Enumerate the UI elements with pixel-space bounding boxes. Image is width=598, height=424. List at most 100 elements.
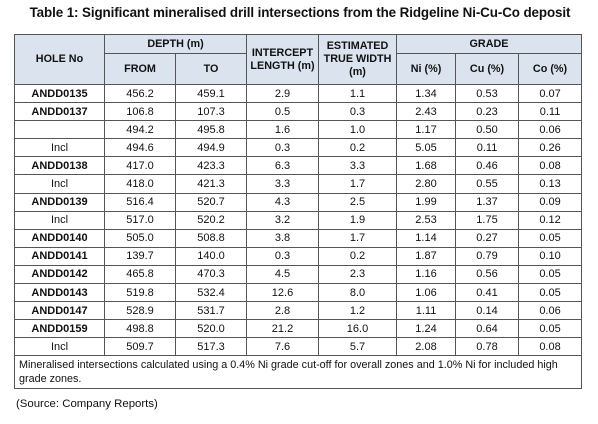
table-body: ANDD0135 456.2 459.1 2.9 1.1 1.34 0.53 0.07 ANDD… bbox=[14, 83, 583, 357]
table-row: Incl 517.0 520.2 3.2 1.9 2.53 1.75 0.12 bbox=[14, 210, 583, 230]
cell-from: 465.8 bbox=[104, 264, 176, 285]
header-intercept-length: INTERCEPT LENGTH (m) bbox=[246, 34, 320, 85]
cell-cu: 0.27 bbox=[455, 228, 520, 248]
source-caption: (Source: Company Reports) bbox=[16, 398, 158, 410]
cell-to: 423.3 bbox=[174, 156, 248, 176]
cell-length: 12.6 bbox=[246, 283, 320, 303]
cell-length: 6.3 bbox=[246, 156, 320, 176]
cell-length: 3.2 bbox=[246, 210, 320, 230]
cell-ni: 1.87 bbox=[396, 246, 457, 266]
cell-to: 107.3 bbox=[174, 102, 248, 122]
cell-co: 0.08 bbox=[518, 156, 583, 176]
cell-hole: ANDD0137 bbox=[14, 102, 105, 122]
table-row: ANDD0142 465.8 470.3 4.5 2.3 1.16 0.56 0.05 bbox=[14, 264, 583, 285]
cell-hole: ANDD0135 bbox=[14, 83, 105, 104]
cell-ni: 1.06 bbox=[396, 283, 457, 303]
cell-ni: 2.53 bbox=[396, 210, 457, 230]
cell-width: 1.2 bbox=[318, 301, 398, 321]
cell-co: 0.06 bbox=[518, 120, 583, 140]
table-note: Mineralised intersections calculated usi… bbox=[13, 355, 583, 390]
cell-hole: ANDD0140 bbox=[14, 228, 105, 248]
table-row: ANDD0141 139.7 140.0 0.3 0.2 1.87 0.79 0.10 bbox=[14, 246, 583, 266]
cell-cu: 0.11 bbox=[455, 138, 520, 158]
cell-co: 0.11 bbox=[518, 102, 583, 122]
cell-co: 0.05 bbox=[518, 228, 583, 248]
cell-hole: ANDD0139 bbox=[14, 192, 105, 212]
cell-from: 494.2 bbox=[104, 120, 176, 140]
cell-ni: 1.16 bbox=[396, 264, 457, 285]
header-depth-group: DEPTH (m) bbox=[103, 34, 248, 54]
table-row: Incl 418.0 421.3 3.3 1.7 2.80 0.55 0.13 bbox=[14, 174, 583, 194]
cell-ni: 1.24 bbox=[396, 319, 457, 339]
cell-width: 1.1 bbox=[318, 83, 398, 104]
cell-cu: 0.23 bbox=[455, 102, 520, 122]
table-row: Incl 494.6 494.9 0.3 0.2 5.05 0.11 0.26 bbox=[14, 138, 583, 158]
cell-width: 5.7 bbox=[318, 337, 398, 357]
cell-ni: 5.05 bbox=[396, 138, 457, 158]
header-co: Co (%) bbox=[518, 53, 583, 85]
header-cu: Cu (%) bbox=[455, 53, 520, 85]
cell-hole: ANDD0141 bbox=[14, 246, 105, 266]
cell-hole: Incl bbox=[14, 174, 105, 194]
cell-width: 1.0 bbox=[318, 120, 398, 140]
cell-from: 528.9 bbox=[104, 301, 176, 321]
cell-cu: 0.78 bbox=[455, 337, 520, 357]
cell-length: 2.8 bbox=[246, 301, 320, 321]
cell-to: 140.0 bbox=[174, 246, 248, 266]
cell-width: 2.5 bbox=[318, 192, 398, 212]
cell-cu: 0.14 bbox=[455, 301, 520, 321]
cell-to: 520.2 bbox=[174, 210, 248, 230]
cell-hole: Incl bbox=[14, 337, 105, 357]
cell-to: 531.7 bbox=[174, 301, 248, 321]
cell-length: 21.2 bbox=[246, 319, 320, 339]
cell-hole bbox=[14, 120, 105, 140]
cell-from: 509.7 bbox=[104, 337, 176, 357]
cell-co: 0.08 bbox=[518, 337, 583, 357]
cell-co: 0.12 bbox=[518, 210, 583, 230]
cell-cu: 0.56 bbox=[455, 264, 520, 285]
cell-to: 508.8 bbox=[174, 228, 248, 248]
cell-hole: ANDD0147 bbox=[14, 301, 105, 321]
cell-length: 3.8 bbox=[246, 228, 320, 248]
cell-co: 0.10 bbox=[518, 246, 583, 266]
cell-length: 7.6 bbox=[246, 337, 320, 357]
table-row: ANDD0139 516.4 520.7 4.3 2.5 1.99 1.37 0.09 bbox=[14, 192, 583, 212]
cell-length: 4.3 bbox=[246, 192, 320, 212]
cell-to: 494.9 bbox=[174, 138, 248, 158]
header-to: TO bbox=[174, 53, 248, 85]
cell-co: 0.05 bbox=[518, 319, 583, 339]
cell-from: 519.8 bbox=[104, 283, 176, 303]
cell-from: 494.6 bbox=[104, 138, 176, 158]
table-row: ANDD0143 519.8 532.4 12.6 8.0 1.06 0.41 0.05 bbox=[14, 283, 583, 303]
header-from: FROM bbox=[104, 53, 176, 85]
cell-cu: 1.75 bbox=[455, 210, 520, 230]
cell-width: 0.3 bbox=[318, 102, 398, 122]
table-row: ANDD0147 528.9 531.7 2.8 1.2 1.11 0.14 0.06 bbox=[14, 301, 583, 321]
cell-to: 421.3 bbox=[174, 174, 248, 194]
cell-cu: 0.64 bbox=[455, 319, 520, 339]
header-hole-no: HOLE No bbox=[14, 34, 105, 85]
header-estimated-true-width: ESTIMATED TRUE WIDTH (m) bbox=[318, 34, 398, 85]
table-row: Incl 509.7 517.3 7.6 5.7 2.08 0.78 0.08 bbox=[14, 337, 583, 357]
cell-length: 0.5 bbox=[246, 102, 320, 122]
cell-co: 0.06 bbox=[518, 301, 583, 321]
cell-from: 505.0 bbox=[104, 228, 176, 248]
cell-ni: 1.17 bbox=[396, 120, 457, 140]
cell-length: 2.9 bbox=[246, 83, 320, 104]
cell-to: 520.0 bbox=[174, 319, 248, 339]
cell-from: 498.8 bbox=[104, 319, 176, 339]
cell-cu: 0.53 bbox=[455, 83, 520, 104]
cell-co: 0.26 bbox=[518, 138, 583, 158]
cell-width: 2.3 bbox=[318, 264, 398, 285]
cell-cu: 0.50 bbox=[455, 120, 520, 140]
cell-hole: ANDD0143 bbox=[14, 283, 105, 303]
cell-from: 418.0 bbox=[104, 174, 176, 194]
cell-ni: 2.08 bbox=[396, 337, 457, 357]
cell-hole: ANDD0138 bbox=[14, 156, 105, 176]
cell-length: 0.3 bbox=[246, 246, 320, 266]
cell-ni: 1.68 bbox=[396, 156, 457, 176]
cell-from: 139.7 bbox=[104, 246, 176, 266]
table-row: ANDD0140 505.0 508.8 3.8 1.7 1.14 0.27 0.05 bbox=[14, 228, 583, 248]
cell-to: 517.3 bbox=[174, 337, 248, 357]
cell-cu: 0.55 bbox=[455, 174, 520, 194]
